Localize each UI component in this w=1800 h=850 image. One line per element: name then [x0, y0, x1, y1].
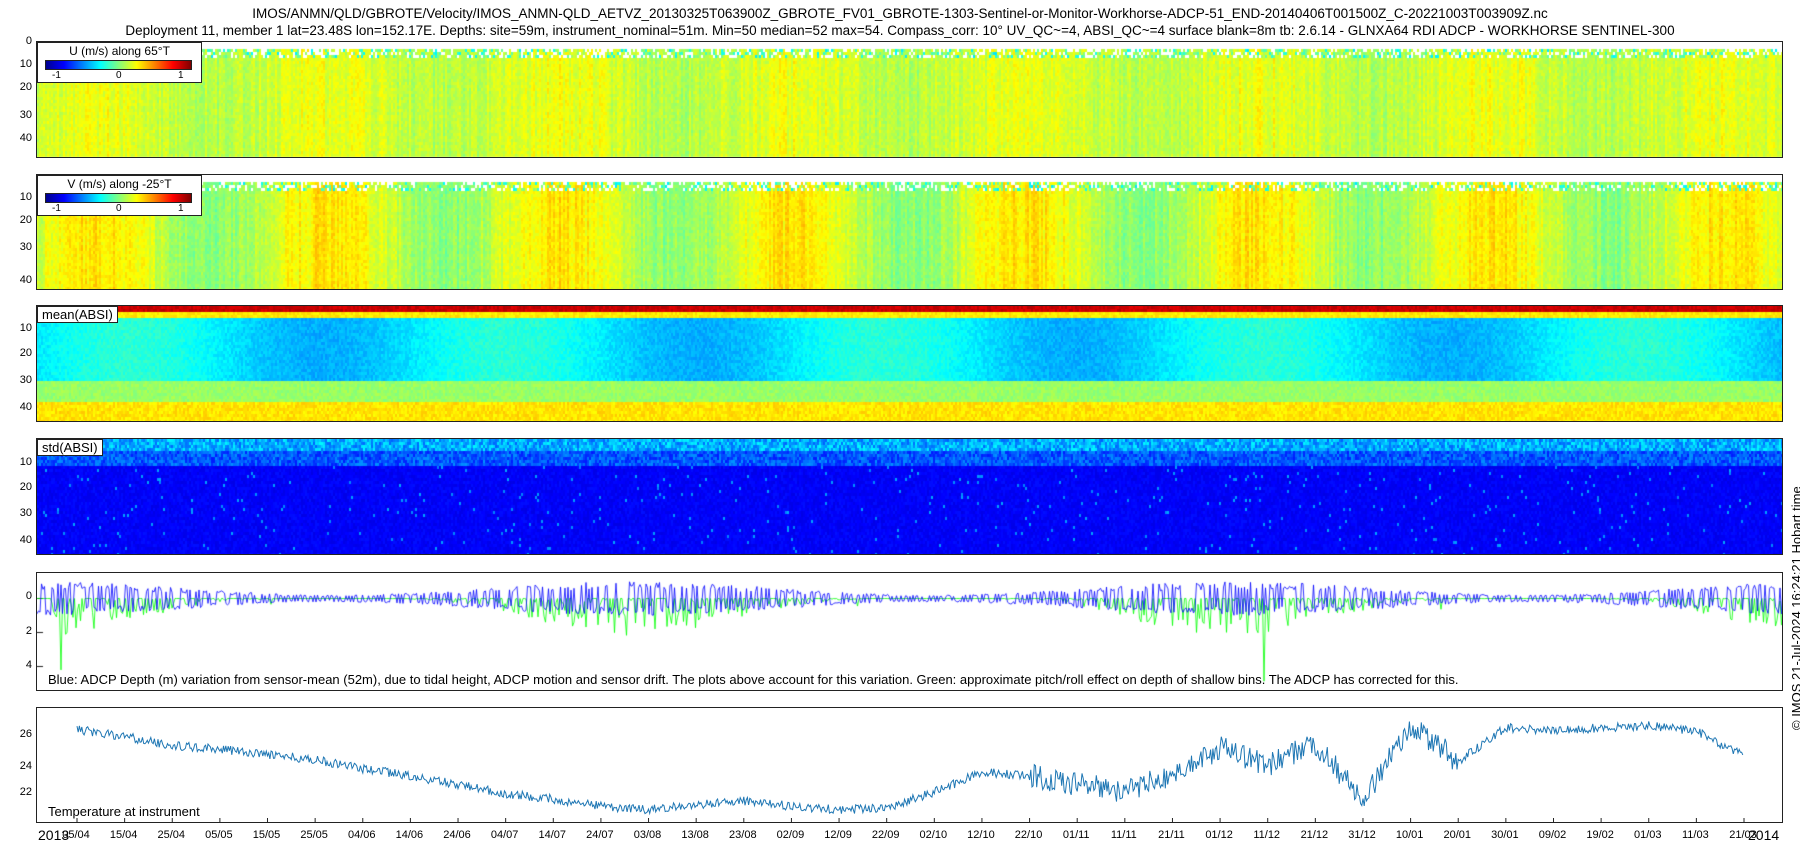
x-tick-label: 02/09: [776, 829, 805, 841]
u-ytick: 0: [25, 35, 32, 47]
v-ytick: 10: [19, 191, 32, 203]
mean-absi-heatmap: [36, 305, 1783, 422]
x-tick-label: 21/12: [1300, 829, 1329, 841]
x-tick-label: 03/08: [633, 829, 662, 841]
v-colorbar: [45, 193, 192, 203]
depth-ytick: 4: [25, 659, 32, 671]
x-tick-label: 14/07: [538, 829, 567, 841]
v-colorbar-title: V (m/s) along -25°T: [67, 177, 172, 191]
depth-ytick: 0: [25, 590, 32, 602]
v-velocity-heatmap-canvas: [37, 175, 1782, 289]
x-tick-label: 25/05: [300, 829, 328, 841]
x-tick-label: 20/01: [1443, 829, 1471, 841]
depth-variation-canvas: [37, 573, 1782, 690]
temperature-svg: [76, 721, 1745, 822]
mean-absi-heatmap-canvas: [37, 306, 1782, 421]
x-tick-label: 14/06: [395, 829, 424, 841]
x-tick-label: 21/11: [1158, 829, 1185, 841]
x-tick-label: 09/02: [1538, 829, 1567, 841]
x-tick-label: 11/12: [1253, 829, 1281, 841]
x-tick-label: 01/12: [1205, 829, 1233, 841]
mean-absi-ytick: 40: [19, 401, 32, 413]
x-tick-label: 10/01: [1395, 829, 1424, 841]
u-colorbar-tick-min: -1: [52, 70, 61, 81]
x-tick-label: 15/05: [252, 829, 281, 841]
u-colorbar-tick-mid: 0: [116, 70, 122, 81]
depth-caption: Blue: ADCP Depth (m) variation from sens…: [48, 672, 1459, 687]
x-tick-label: 30/01: [1491, 829, 1519, 841]
v-velocity-heatmap: [36, 174, 1783, 290]
u-ytick: 30: [19, 109, 32, 121]
x-tick-label: 11/11: [1110, 829, 1137, 841]
x-tick-label: 31/12: [1348, 829, 1376, 841]
x-tick-label: 04/07: [490, 829, 519, 841]
x-tick-label: 04/06: [348, 829, 376, 841]
x-tick-label: 12/10: [967, 829, 995, 841]
x-tick-label: 12/09: [824, 829, 852, 841]
x-tick-label: 05/04: [62, 829, 90, 841]
std-absi-heatmap-canvas: [37, 439, 1782, 554]
std-absi-ytick: 30: [19, 507, 32, 519]
x-tick-label: 22/10: [1014, 829, 1043, 841]
temperature-caption: Temperature at instrument: [48, 804, 200, 819]
x-tick-label: 15/04: [109, 829, 138, 841]
mean-absi-label: mean(ABSI): [37, 306, 118, 323]
temperature-plot: [36, 707, 1783, 823]
depth-ytick: 2: [25, 625, 32, 637]
v-colorbar-tick-max: 1: [178, 203, 184, 214]
u-ytick: 20: [19, 81, 32, 93]
u-colorbar-title: U (m/s) along 65°T: [69, 44, 170, 58]
depth-variation-plot: [36, 572, 1783, 691]
std-absi-ytick: 40: [19, 534, 32, 546]
v-ytick: 20: [19, 214, 32, 226]
figure-title-line1: IMOS/ANMN/QLD/GBROTE/Velocity/IMOS_ANMN-…: [252, 6, 1548, 21]
imos-watermark: © IMOS 21-Jul-2024 16:24:21 Hobart time: [1789, 486, 1800, 730]
figure-title-line2: Deployment 11, member 1 lat=23.48S lon=1…: [125, 23, 1675, 38]
u-ytick: 40: [19, 132, 32, 144]
x-year-end: 2014: [1748, 827, 1780, 843]
x-tick-label: 24/06: [443, 829, 471, 841]
u-velocity-heatmap-canvas: [37, 42, 1782, 157]
x-tick-label: 01/11: [1062, 829, 1090, 841]
u-velocity-heatmap: [36, 41, 1783, 158]
temperature-series-line: [76, 721, 1744, 816]
temp-ytick: 24: [19, 760, 32, 772]
u-ytick: 10: [19, 58, 32, 70]
mean-absi-ytick: 10: [19, 322, 32, 334]
x-tick-label: 23/08: [729, 829, 757, 841]
x-tick-label: 01/03: [1633, 829, 1662, 841]
x-tick-label: 24/07: [586, 829, 614, 841]
std-absi-ytick: 10: [19, 456, 32, 468]
x-tick-label: 13/08: [681, 829, 709, 841]
x-tick-label: 22/09: [871, 829, 900, 841]
std-absi-heatmap: [36, 438, 1783, 555]
v-colorbar-legend: V (m/s) along -25°T -1 0 1: [37, 175, 202, 216]
temp-ytick: 26: [19, 728, 32, 740]
temp-ytick: 22: [19, 786, 32, 798]
std-absi-label: std(ABSI): [37, 439, 103, 456]
u-colorbar: [45, 60, 192, 70]
std-absi-ytick: 20: [19, 481, 32, 493]
v-ytick: 30: [19, 241, 32, 253]
x-tick-label: 25/04: [157, 829, 186, 841]
x-tick-label: 11/03: [1682, 829, 1709, 841]
x-tick-label: 05/05: [205, 829, 233, 841]
v-colorbar-tick-mid: 0: [116, 203, 122, 214]
x-year-start: 2013: [38, 827, 70, 843]
u-colorbar-legend: U (m/s) along 65°T -1 0 1: [37, 42, 202, 83]
mean-absi-ytick: 20: [19, 347, 32, 359]
u-colorbar-tick-max: 1: [178, 70, 184, 81]
v-ytick: 40: [19, 274, 32, 286]
x-tick-label: 19/02: [1586, 829, 1614, 841]
x-tick-label: 21/03: [1729, 829, 1757, 841]
x-tick-label: 02/10: [919, 829, 948, 841]
v-colorbar-tick-min: -1: [52, 203, 61, 214]
mean-absi-ytick: 30: [19, 374, 32, 386]
